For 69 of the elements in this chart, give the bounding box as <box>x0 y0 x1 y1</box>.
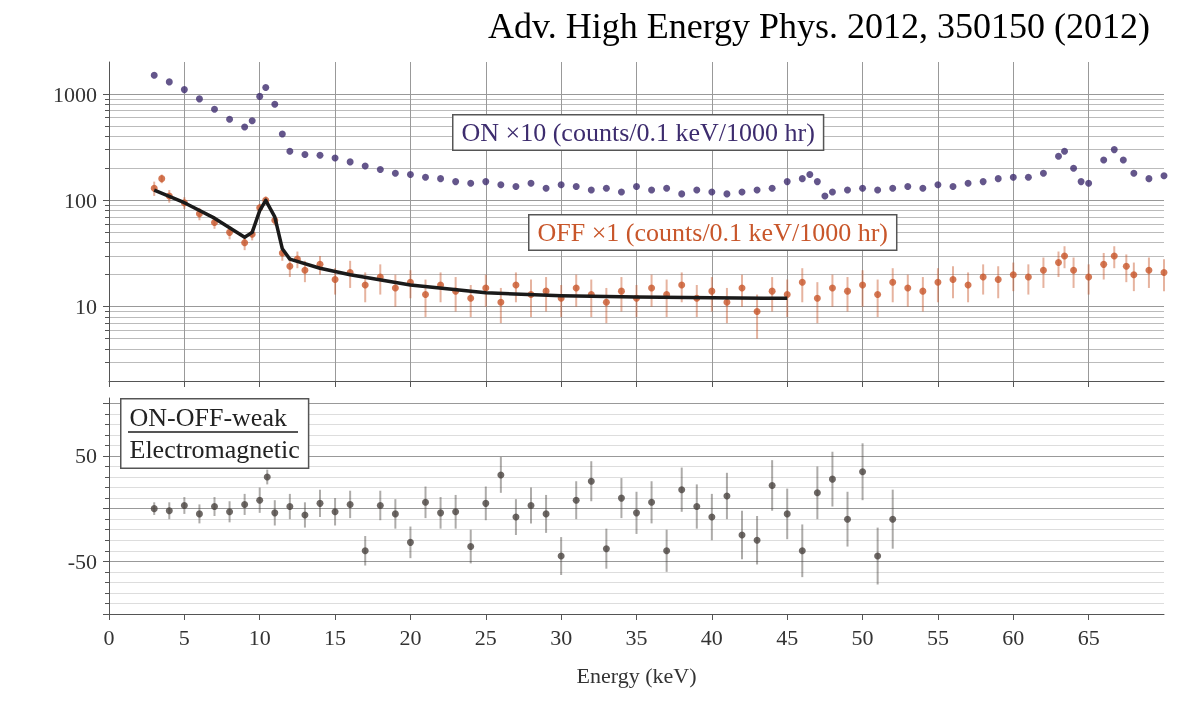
point <box>361 547 369 555</box>
point <box>150 505 158 513</box>
point <box>256 496 264 504</box>
point <box>678 486 686 494</box>
point <box>211 503 218 511</box>
x-tick-label: 30 <box>550 624 573 650</box>
y-tick-label: 10 <box>75 294 97 320</box>
point <box>376 501 384 509</box>
point <box>263 473 271 481</box>
point <box>286 503 294 511</box>
x-tick-label: 15 <box>324 624 347 650</box>
point <box>798 547 806 555</box>
point <box>768 481 776 489</box>
point <box>783 510 791 518</box>
point <box>271 509 279 517</box>
point <box>331 508 339 516</box>
x-tick-label: 20 <box>399 624 422 650</box>
y-tick-label: -50 <box>67 548 97 574</box>
point <box>391 510 399 518</box>
point <box>437 509 445 517</box>
point <box>602 545 610 553</box>
text: Adv. High Energy Phys. 2012, 350150 (2012) <box>488 6 1151 46</box>
x-tick-label: 35 <box>625 624 648 650</box>
x-tick-label: 25 <box>474 624 497 650</box>
point <box>467 543 475 551</box>
series-label: ON-OFF-weak Electromagnetic <box>129 403 300 464</box>
point <box>422 498 429 506</box>
point <box>587 477 595 485</box>
point <box>859 468 867 476</box>
point <box>226 508 234 516</box>
point <box>241 500 249 508</box>
point <box>617 494 625 502</box>
x-axis-title: Energy (keV) <box>576 662 697 688</box>
series-label: ON ×10 (counts/0.1 keV/1000 hr) <box>461 118 815 147</box>
point <box>648 498 656 506</box>
point <box>452 508 460 516</box>
y-tick-label: 100 <box>64 187 97 213</box>
point <box>693 503 701 511</box>
point <box>633 509 640 517</box>
point <box>497 471 505 479</box>
point <box>708 513 716 521</box>
point <box>813 489 821 497</box>
point <box>889 515 897 523</box>
x-tick-label: 50 <box>851 624 874 650</box>
point <box>572 496 580 504</box>
x-tick-label: 55 <box>926 624 949 650</box>
x-tick-label: 5 <box>178 624 190 650</box>
point <box>406 538 414 546</box>
series-label: OFF ×1 (counts/0.1 keV/1000 hr) <box>537 218 888 247</box>
point <box>316 499 324 507</box>
x-tick-label: 45 <box>776 624 799 650</box>
point <box>753 536 761 544</box>
point <box>346 500 354 508</box>
point <box>663 547 671 555</box>
point <box>828 475 836 483</box>
point <box>482 499 490 507</box>
x-tick-label: 60 <box>1002 624 1025 650</box>
x-tick-label: 65 <box>1077 624 1100 650</box>
x-tick-label: 40 <box>700 624 723 650</box>
point <box>180 501 188 509</box>
point <box>527 501 535 509</box>
point <box>874 552 882 560</box>
point <box>165 507 173 515</box>
point <box>195 510 203 518</box>
y-tick-label: 1000 <box>53 81 97 107</box>
y-tick-label: 50 <box>75 443 97 469</box>
x-tick-label: 0 <box>103 624 115 650</box>
x-tick-label: 10 <box>248 624 271 650</box>
point <box>844 515 851 523</box>
